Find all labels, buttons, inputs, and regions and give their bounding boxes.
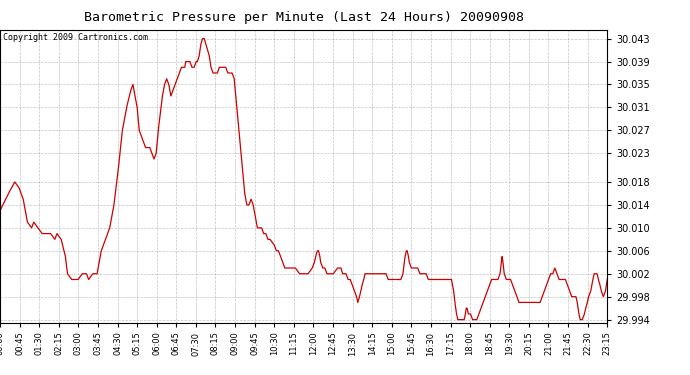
Text: Barometric Pressure per Minute (Last 24 Hours) 20090908: Barometric Pressure per Minute (Last 24 … — [83, 11, 524, 24]
Text: Copyright 2009 Cartronics.com: Copyright 2009 Cartronics.com — [3, 33, 148, 42]
